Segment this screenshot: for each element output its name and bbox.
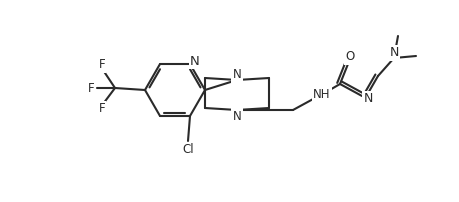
Text: N: N [232, 68, 241, 81]
Text: N: N [388, 46, 398, 60]
Text: NH: NH [313, 87, 330, 101]
Text: F: F [88, 81, 94, 95]
Text: Cl: Cl [182, 143, 193, 157]
Text: N: N [232, 109, 241, 122]
Text: O: O [345, 50, 354, 63]
Text: N: N [363, 93, 372, 105]
Text: F: F [99, 102, 105, 116]
Text: F: F [99, 59, 105, 72]
Text: N: N [190, 55, 200, 67]
